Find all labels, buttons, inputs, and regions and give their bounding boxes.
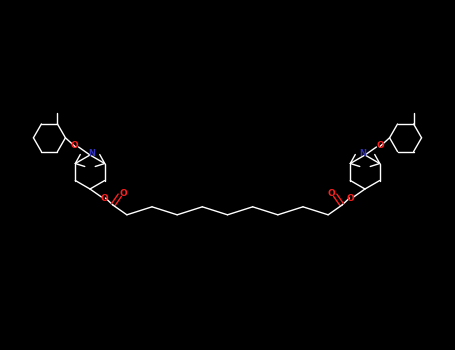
Text: N: N [359,148,366,158]
Text: O: O [101,194,108,203]
Text: O: O [377,141,384,150]
Text: O: O [120,189,128,198]
Text: O: O [347,194,354,203]
Text: O: O [327,189,335,198]
Text: O: O [71,141,78,150]
Text: N: N [89,148,96,158]
